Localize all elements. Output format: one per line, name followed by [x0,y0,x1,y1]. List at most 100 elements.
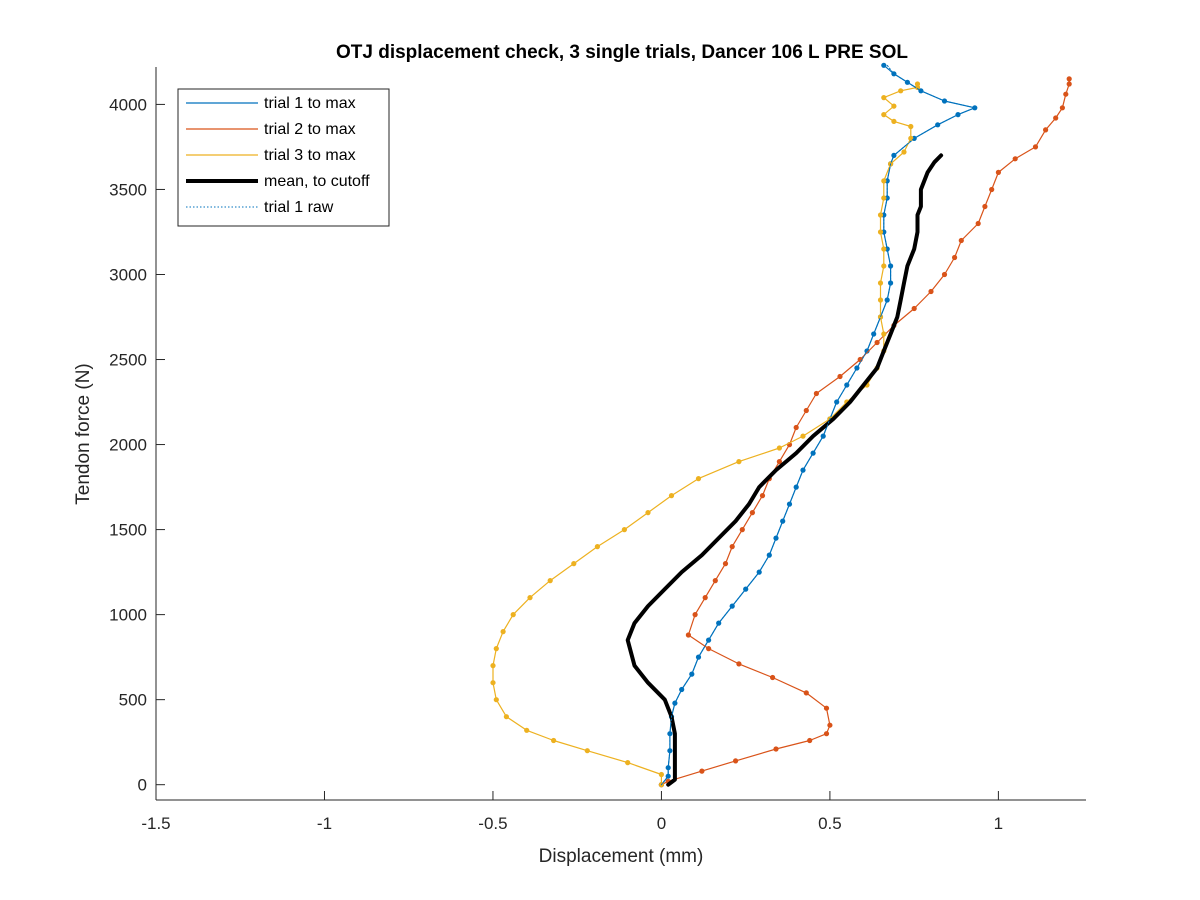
data-point [1063,91,1069,97]
data-point [854,365,860,371]
data-point [901,149,907,155]
data-point [881,62,887,68]
data-point [712,578,718,584]
chart-legend: trial 1 to max trial 2 to max trial 3 to m… [177,88,390,227]
data-point [736,459,742,465]
data-point [823,731,830,737]
data-point [827,722,833,728]
data-point [699,768,705,774]
legend-label: trial 2 to max [264,121,356,138]
data-point [881,178,887,184]
y-tick-label: 3000 [109,265,147,284]
y-tick-label: 2000 [109,436,147,455]
data-point [877,297,884,303]
data-point [881,195,887,201]
data-point [975,220,981,227]
data-point [803,407,809,414]
data-point [722,561,729,567]
data-point [995,169,1002,175]
data-point [800,433,806,439]
chart-title: OTJ displacement check, 3 single trials,… [336,42,908,63]
data-point [1053,115,1059,121]
data-point [776,445,783,451]
data-point [877,314,884,320]
data-point [733,758,739,764]
series-5 [660,64,976,786]
data-point [503,714,509,720]
data-point [594,544,601,550]
data-point [941,271,948,278]
data-point [493,646,499,652]
data-point [689,671,695,677]
data-point [952,254,958,261]
data-point [881,263,887,269]
data-point [881,246,887,252]
series-line-4 [625,153,944,787]
data-point [911,305,917,312]
data-point [877,229,884,235]
data-point [571,561,577,567]
data-point [736,661,742,667]
data-point [793,424,799,431]
data-point [871,331,877,337]
data-point [773,535,779,541]
data-point [1012,156,1018,162]
data-point [898,88,904,94]
y-tick-label: 4000 [109,95,147,114]
data-point [874,339,880,346]
x-tick-label: 1 [994,814,1003,833]
data-point [668,493,675,499]
data-point [1066,76,1072,82]
x-axis-label: Displacement (mm) [539,846,704,867]
data-point [1066,81,1072,87]
data-point [958,237,964,244]
data-point [706,637,712,643]
series-4 [625,153,944,787]
data-point [490,663,496,669]
y-axis-label: Tendon force (N) [73,363,94,505]
data-point [749,509,756,516]
legend-label: trial 3 to max [264,147,356,164]
data-point [692,612,698,618]
data-point [776,459,783,465]
data-point [813,390,820,397]
data-point [773,746,779,752]
data-point [658,771,665,778]
data-point [547,578,553,584]
data-point [685,632,692,638]
data-point [1032,144,1039,150]
data-point [524,727,530,733]
data-point [891,103,897,109]
data-point [904,79,911,85]
data-point [527,595,533,601]
data-point [625,760,631,766]
legend-label: trial 1 to max [264,95,356,112]
data-point [510,612,516,618]
legend-label: trial 1 raw [264,199,334,216]
legend-label: mean, to cutoff [264,173,370,190]
data-point [803,690,809,696]
data-point [729,544,735,550]
series-line-2 [660,78,1070,786]
data-point [837,373,843,380]
y-tick-label: 3500 [109,180,147,199]
data-point [914,81,921,87]
data-point [877,280,884,286]
data-point [702,595,708,601]
y-tick-label: 500 [119,691,147,710]
data-point [807,737,813,744]
data-point [500,629,506,635]
y-tick-label: 1500 [109,521,147,540]
data-point [881,112,887,118]
data-point [551,737,557,744]
data-point [739,527,745,533]
data-point [881,331,887,337]
data-point [800,467,806,473]
legend-box [177,88,390,227]
data-point [823,705,830,711]
data-point [645,509,651,516]
x-tick-label: -0.5 [478,814,507,833]
data-point [857,356,863,363]
x-tick-label: 0 [657,814,666,833]
plot-series [490,62,1072,788]
